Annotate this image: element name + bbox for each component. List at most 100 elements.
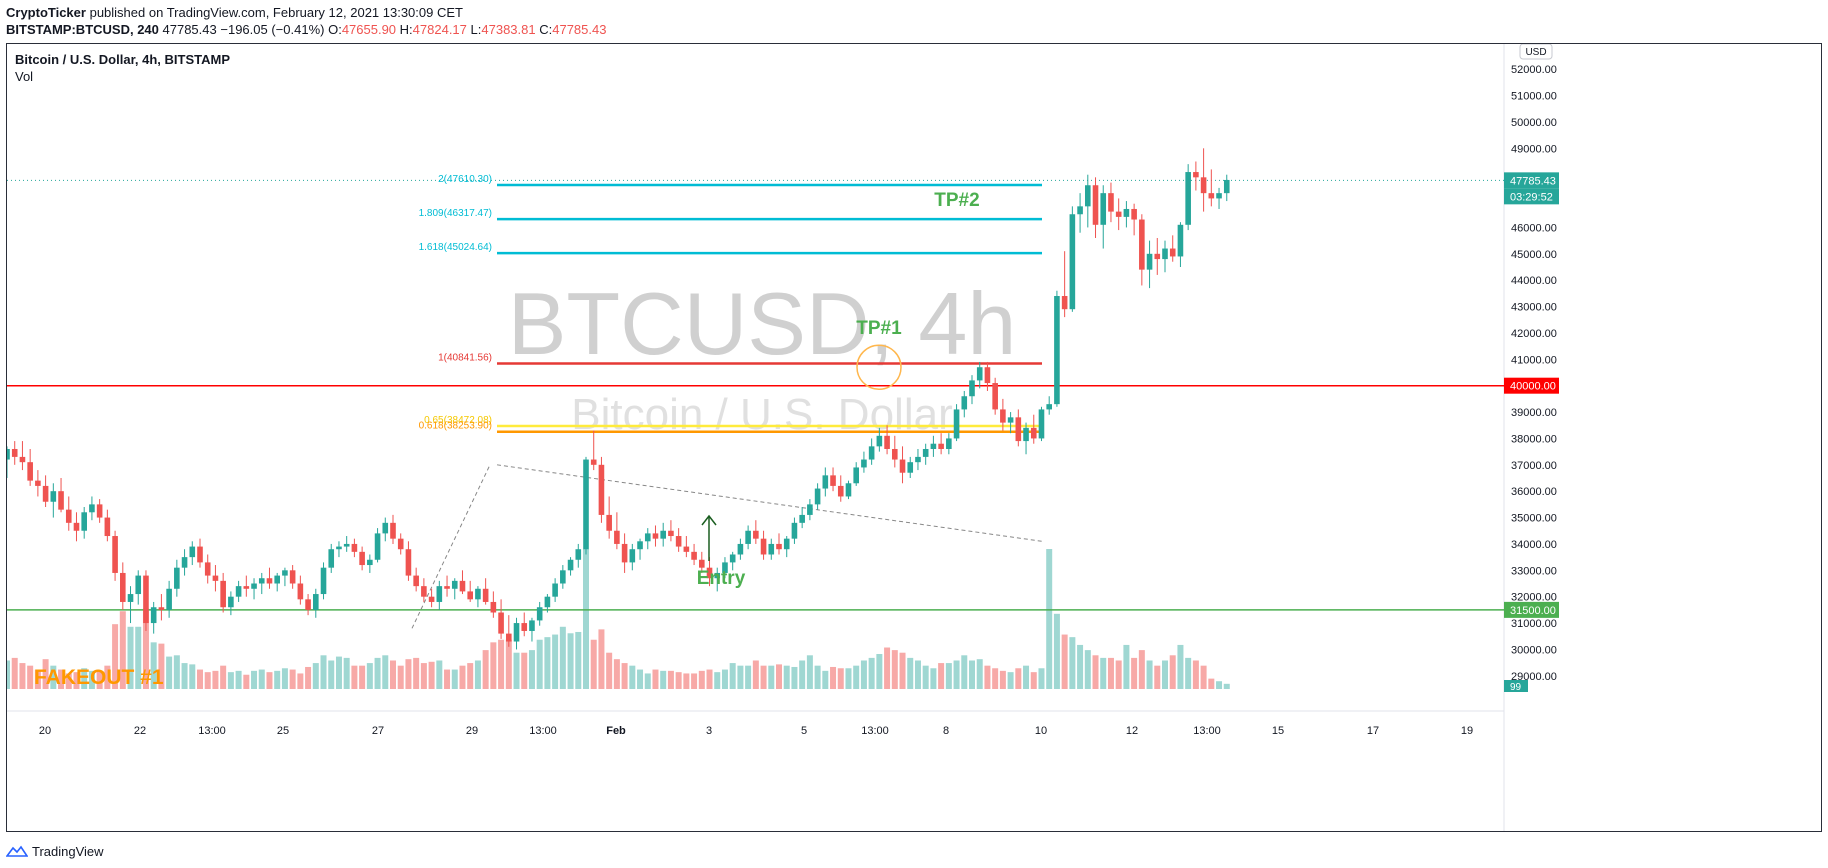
price-axis-tick: 29000.00 xyxy=(1511,671,1557,683)
time-axis-tick: 15 xyxy=(1272,725,1284,737)
volume-bar xyxy=(104,665,111,689)
volume-bar xyxy=(166,656,173,689)
candle-body xyxy=(58,491,64,510)
price-axis-tick: 34000.00 xyxy=(1511,539,1557,551)
candle-body xyxy=(251,583,257,589)
price-axis-tick: 39000.00 xyxy=(1511,407,1557,419)
projection-line-trend xyxy=(496,464,1043,542)
footer-brand[interactable]: TradingView xyxy=(32,843,104,859)
volume-bar xyxy=(359,665,366,689)
volume-bar xyxy=(660,670,667,689)
candle-body xyxy=(228,596,234,608)
author-name[interactable]: CryptoTicker xyxy=(6,5,86,20)
candle-body xyxy=(814,488,821,505)
candle-body xyxy=(714,572,721,579)
candle-body xyxy=(305,599,311,610)
chart-header: CryptoTicker published on TradingView.co… xyxy=(6,4,1822,40)
time-axis-tick: 19 xyxy=(1461,725,1473,737)
candle-body xyxy=(1185,172,1191,225)
time-axis-tick: 22 xyxy=(134,725,146,737)
chart-frame xyxy=(6,43,1822,832)
last-price-badge xyxy=(1504,172,1559,189)
volume-bar xyxy=(1185,657,1192,689)
volume-bar xyxy=(505,639,512,689)
volume-bar xyxy=(953,660,960,689)
close-value: 47785.43 xyxy=(552,22,607,37)
fib-level-label: 1.809(46317.47) xyxy=(419,208,492,219)
volume-bar xyxy=(11,657,18,689)
candle-body xyxy=(506,633,512,642)
volume-bar xyxy=(390,660,396,689)
volume-bar xyxy=(768,665,775,689)
candle-body xyxy=(50,491,57,502)
candle-body xyxy=(598,464,605,515)
volume-bar xyxy=(544,637,551,689)
volume-bar xyxy=(212,670,219,689)
volume-bar xyxy=(413,657,420,689)
volume-bar xyxy=(613,659,620,689)
candle-body xyxy=(745,530,751,544)
candle-body xyxy=(1200,177,1207,194)
tradingview-logo-icon[interactable] xyxy=(6,844,28,858)
volume-badge xyxy=(1504,680,1528,692)
volume-bar xyxy=(791,666,798,689)
candle-body xyxy=(799,514,805,523)
last-price: 47785.43 xyxy=(162,22,217,37)
candle-body xyxy=(1216,193,1222,199)
candle-body xyxy=(289,570,296,584)
footer: TradingView xyxy=(6,840,104,862)
candle-body xyxy=(343,543,350,547)
candle-body xyxy=(575,549,582,560)
tp2-label: TP#2 xyxy=(934,190,979,211)
tp1-highlight-circle xyxy=(856,344,902,390)
volume-bar xyxy=(760,665,767,689)
candle-body xyxy=(861,459,867,468)
candle-body xyxy=(1115,211,1122,217)
candle-body xyxy=(691,551,697,560)
volume-bar xyxy=(181,663,188,689)
volume-bar xyxy=(343,657,350,689)
volume-bar xyxy=(1154,665,1161,689)
candle-body xyxy=(436,586,443,602)
volume-bar xyxy=(1115,660,1122,689)
entry-arrow-head xyxy=(701,514,717,526)
candle-body xyxy=(753,530,759,539)
time-axis-tick: Feb xyxy=(606,725,626,737)
candle-body xyxy=(382,522,389,534)
volume-bar xyxy=(1192,660,1199,689)
volume-bar xyxy=(691,673,698,689)
volume-bar xyxy=(1077,644,1084,689)
volume-bar xyxy=(876,654,883,689)
volume-bar xyxy=(374,657,381,689)
time-axis-tick: 8 xyxy=(943,725,949,737)
volume-bar xyxy=(938,663,945,689)
volume-bar xyxy=(297,673,304,689)
candle-body xyxy=(96,504,103,518)
price-axis-tick: 31000.00 xyxy=(1511,618,1557,630)
candle-body xyxy=(397,538,404,550)
volume-bar xyxy=(590,639,597,689)
volume-bar xyxy=(112,624,119,689)
candle-body xyxy=(868,446,875,460)
volume-bar xyxy=(197,669,203,689)
time-axis-tick: 29 xyxy=(466,725,478,737)
candle-body xyxy=(722,562,728,573)
volume-bar xyxy=(289,669,296,689)
candle-body xyxy=(35,480,41,486)
volume-bar xyxy=(629,665,636,689)
candle-body xyxy=(421,586,427,597)
price-axis-tick: 32000.00 xyxy=(1511,592,1557,604)
volume-bar xyxy=(830,666,837,689)
candle-body xyxy=(629,549,636,563)
volume-bar xyxy=(96,670,103,689)
candle-body xyxy=(174,567,180,589)
volume-bar xyxy=(1216,681,1223,689)
candle-body xyxy=(1193,172,1199,178)
volume-bar xyxy=(806,655,813,689)
volume-bar xyxy=(1084,650,1091,689)
volume-bar xyxy=(1200,665,1207,689)
candle-body xyxy=(1123,208,1130,217)
volume-bar xyxy=(984,665,991,689)
candle-body xyxy=(521,623,528,631)
